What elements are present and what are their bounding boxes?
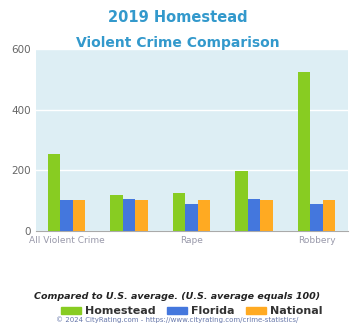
- Bar: [123, 199, 136, 231]
- Bar: [198, 200, 211, 231]
- Bar: [261, 200, 273, 231]
- Bar: [73, 200, 86, 231]
- Bar: [323, 200, 335, 231]
- Legend: Homestead, Florida, National: Homestead, Florida, National: [56, 302, 327, 321]
- Bar: [298, 72, 310, 231]
- Bar: [60, 200, 73, 231]
- Bar: [235, 171, 248, 231]
- Bar: [248, 199, 261, 231]
- Text: Violent Crime Comparison: Violent Crime Comparison: [76, 36, 279, 50]
- Bar: [136, 200, 148, 231]
- Text: © 2024 CityRating.com - https://www.cityrating.com/crime-statistics/: © 2024 CityRating.com - https://www.city…: [56, 317, 299, 323]
- Bar: [48, 154, 60, 231]
- Text: Compared to U.S. average. (U.S. average equals 100): Compared to U.S. average. (U.S. average …: [34, 292, 321, 301]
- Bar: [310, 204, 323, 231]
- Bar: [173, 193, 185, 231]
- Bar: [110, 195, 123, 231]
- Bar: [185, 204, 198, 231]
- Text: 2019 Homestead: 2019 Homestead: [108, 10, 247, 25]
